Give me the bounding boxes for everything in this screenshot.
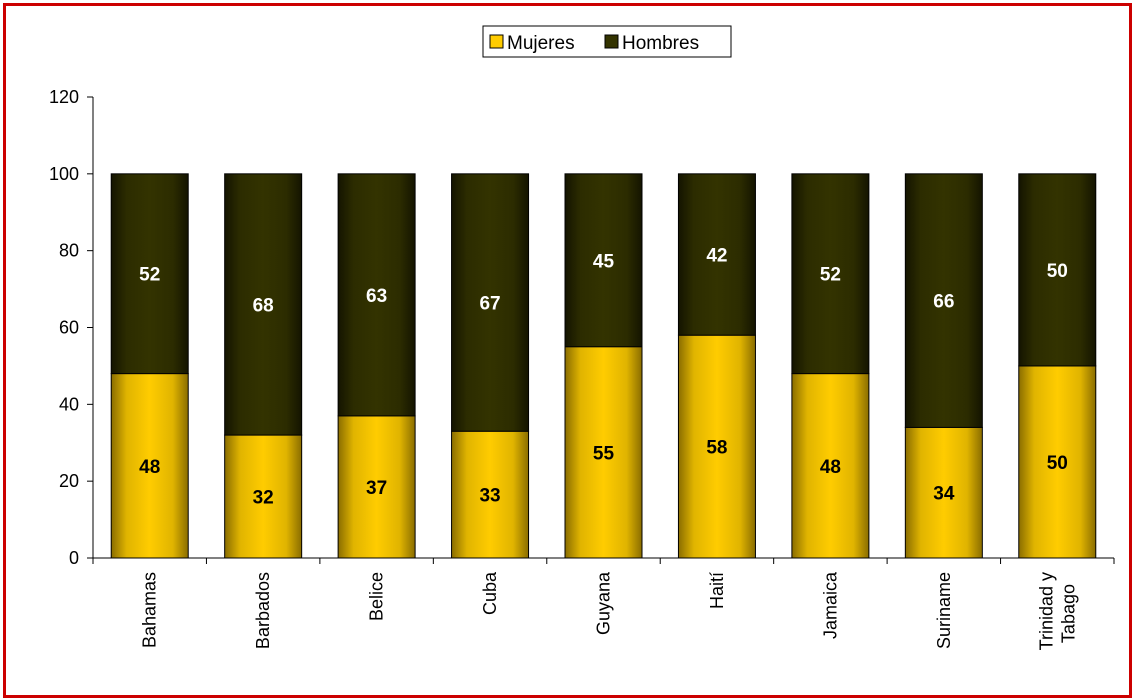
bar-hombres-7	[904, 173, 983, 428]
data-label-mujeres: 33	[479, 486, 500, 507]
bar-mujeres-3	[451, 430, 530, 559]
bar-mujeres-2	[337, 415, 416, 559]
y-tick-label: 0	[69, 548, 79, 568]
data-label-hombres: 66	[933, 292, 954, 313]
data-label-hombres: 68	[253, 295, 274, 316]
bar-mujeres-5	[677, 334, 756, 559]
x-category-label: Belice	[367, 572, 387, 621]
bar-mujeres-0	[110, 373, 189, 559]
data-label-hombres: 42	[706, 246, 727, 267]
y-tick-label: 100	[49, 164, 79, 184]
x-category-label: Suriname	[934, 572, 954, 649]
data-label-hombres: 52	[139, 265, 160, 286]
bar-hombres-8	[1018, 173, 1097, 367]
bar-hombres-6	[791, 173, 870, 375]
data-label-mujeres: 55	[593, 443, 615, 464]
bar-hombres-0	[110, 173, 189, 375]
data-label-hombres: 50	[1047, 261, 1068, 282]
legend-swatch-mujeres	[489, 34, 504, 49]
bar-mujeres-7	[904, 426, 983, 559]
legend-label-hombres: Hombres	[622, 33, 699, 54]
data-label-mujeres: 34	[933, 484, 955, 505]
data-label-mujeres: 37	[366, 478, 387, 499]
x-category-label: Trinidad y Tabago	[1036, 572, 1078, 650]
y-tick-label: 60	[59, 318, 79, 338]
data-label-mujeres: 48	[820, 457, 841, 478]
data-label-hombres: 67	[479, 294, 500, 315]
x-axis: Bahamas Barbados Belice Cuba Guyana Haití Jama…	[92, 557, 1115, 650]
chart-frame: Mujeres Hombres 0 20 40 60 80 100 120 Bahamas B…	[3, 3, 1132, 698]
y-tick-label: 120	[49, 87, 79, 107]
legend-swatch-hombres	[604, 34, 619, 49]
bar-hombres-2	[337, 173, 416, 417]
bar-hombres-5	[677, 173, 756, 336]
data-labels: 48 52 32 68 37 63 33 67 55 45 58 42 48 52 34 66 50 50	[139, 246, 1068, 509]
bar-mujeres-1	[224, 434, 303, 559]
y-axis: 0 20 40 60 80 100 120	[49, 87, 94, 568]
data-label-mujeres: 48	[139, 457, 160, 478]
bar-mujeres-4	[564, 346, 643, 559]
x-category-label: Guyana	[594, 571, 614, 635]
x-category-label: Barbados	[253, 572, 273, 649]
data-label-hombres: 45	[593, 251, 615, 272]
data-label-mujeres: 32	[253, 488, 274, 509]
bar-hombres-3	[451, 173, 530, 432]
y-tick-label: 80	[59, 241, 79, 261]
x-category-label: Bahamas	[140, 572, 160, 648]
y-tick-label: 20	[59, 471, 79, 491]
legend-label-mujeres: Mujeres	[507, 33, 575, 54]
x-category-label-line: Trinidad y	[1036, 572, 1056, 650]
x-category-label: Haití	[707, 572, 727, 609]
x-category-label: Jamaica	[820, 571, 840, 639]
legend: Mujeres Hombres	[482, 25, 732, 58]
bar-mujeres-8	[1018, 365, 1097, 559]
y-tick-label: 40	[59, 394, 79, 414]
x-category-label-line: Tabago	[1058, 584, 1078, 643]
data-label-mujeres: 50	[1047, 453, 1068, 474]
x-category-label: Cuba	[480, 571, 500, 615]
bars	[110, 173, 1097, 559]
data-label-hombres: 63	[366, 286, 387, 307]
bar-hombres-4	[564, 173, 643, 348]
bar-hombres-1	[224, 173, 303, 436]
data-label-hombres: 52	[820, 265, 841, 286]
bar-mujeres-6	[791, 373, 870, 559]
data-label-mujeres: 58	[706, 438, 727, 459]
